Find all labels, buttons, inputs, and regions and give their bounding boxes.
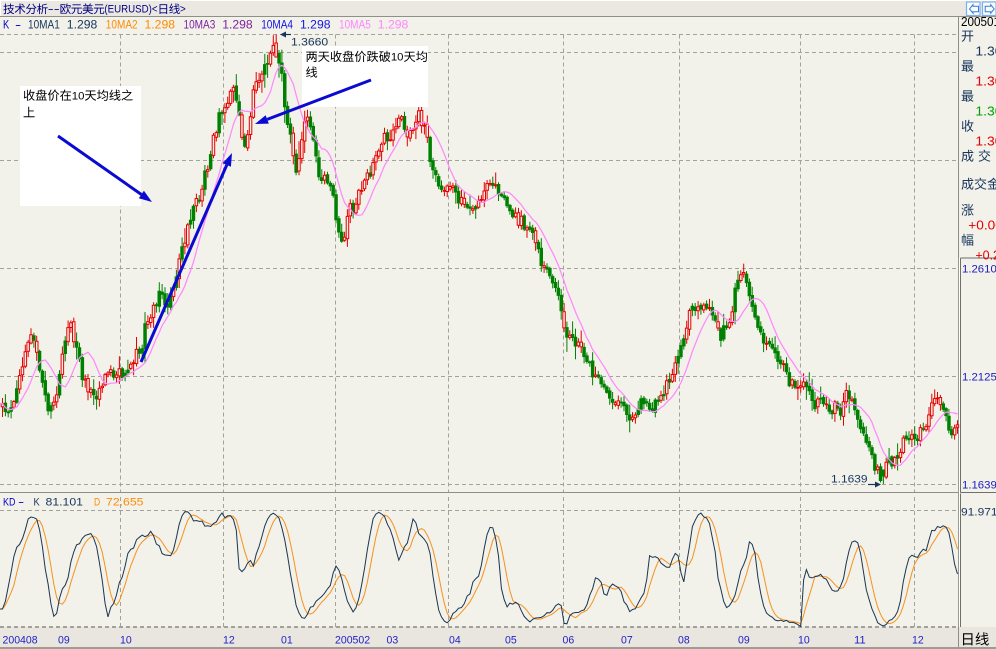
svg-text:03: 03 bbox=[387, 635, 399, 647]
svg-text:10MA2: 10MA2 bbox=[106, 18, 138, 32]
svg-text:(EURUSD)<: (EURUSD)< bbox=[104, 4, 157, 16]
svg-text:K: K bbox=[34, 496, 41, 508]
svg-text:200408: 200408 bbox=[3, 635, 38, 647]
svg-text:81.101: 81.101 bbox=[46, 496, 84, 508]
svg-text:10: 10 bbox=[72, 90, 85, 102]
svg-text:1.298: 1.298 bbox=[378, 18, 409, 32]
svg-text:1.2610: 1.2610 bbox=[962, 263, 996, 275]
svg-text:10MA3: 10MA3 bbox=[184, 18, 216, 32]
svg-text:10: 10 bbox=[120, 635, 132, 647]
svg-text:91.971: 91.971 bbox=[961, 506, 996, 518]
svg-text:09: 09 bbox=[58, 635, 70, 647]
svg-text:72.655: 72.655 bbox=[106, 496, 144, 508]
svg-text:1.2125: 1.2125 bbox=[962, 371, 996, 383]
svg-text:--: -- bbox=[48, 4, 61, 16]
svg-text:1.298: 1.298 bbox=[145, 18, 176, 32]
svg-text:10: 10 bbox=[391, 52, 404, 64]
svg-text:11: 11 bbox=[854, 635, 866, 647]
svg-text:1.298: 1.298 bbox=[222, 18, 253, 32]
svg-text:09: 09 bbox=[738, 635, 750, 647]
svg-text:1.1639: 1.1639 bbox=[831, 473, 868, 485]
svg-text:200502: 200502 bbox=[335, 635, 370, 647]
svg-text:KD: KD bbox=[3, 496, 15, 508]
svg-text:1.3660: 1.3660 bbox=[291, 36, 328, 48]
svg-text:K: K bbox=[3, 18, 10, 32]
svg-text:-: - bbox=[15, 18, 21, 32]
svg-text:>: > bbox=[180, 4, 186, 16]
svg-text:10MA1: 10MA1 bbox=[28, 18, 60, 32]
svg-text:-: - bbox=[18, 496, 25, 508]
svg-text:1.298: 1.298 bbox=[67, 18, 98, 32]
svg-text:1.3035: 1.3035 bbox=[975, 135, 996, 149]
svg-text:08: 08 bbox=[678, 635, 690, 647]
svg-text:1.298: 1.298 bbox=[300, 18, 331, 32]
svg-text:10MA5: 10MA5 bbox=[339, 18, 371, 32]
svg-text:04: 04 bbox=[449, 635, 461, 647]
svg-text:+0.27%: +0.27% bbox=[975, 249, 996, 263]
svg-text:1.1639: 1.1639 bbox=[962, 479, 996, 491]
svg-text:07: 07 bbox=[621, 635, 633, 647]
svg-text:12: 12 bbox=[912, 635, 924, 647]
svg-text:10MA4: 10MA4 bbox=[261, 18, 293, 32]
svg-text:01: 01 bbox=[281, 635, 293, 647]
svg-text:1.3045: 1.3045 bbox=[975, 75, 996, 89]
svg-text:10: 10 bbox=[798, 635, 810, 647]
svg-text:12: 12 bbox=[223, 635, 235, 647]
svg-text:D: D bbox=[94, 496, 100, 508]
svg-text:05: 05 bbox=[505, 635, 517, 647]
svg-text:1.3015: 1.3015 bbox=[975, 105, 996, 119]
svg-text:06: 06 bbox=[563, 635, 575, 647]
svg-text:1.3035: 1.3035 bbox=[975, 45, 996, 59]
svg-text:+0.0035: +0.0035 bbox=[968, 219, 996, 233]
